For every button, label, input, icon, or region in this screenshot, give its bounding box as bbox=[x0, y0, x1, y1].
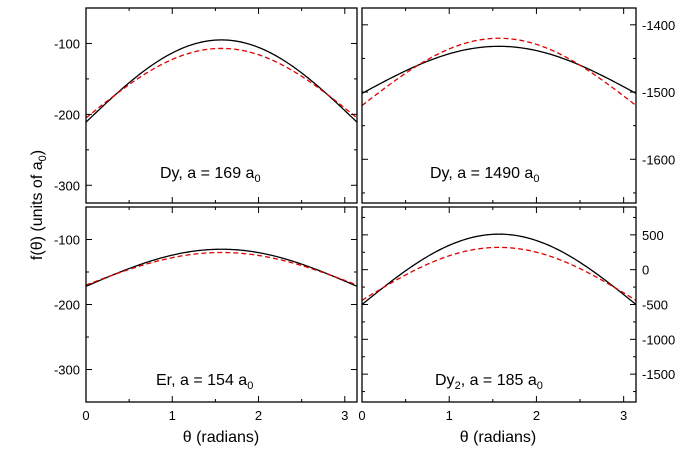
y-axis-label: f(θ) (units of a0) bbox=[29, 150, 49, 260]
y-tick-label: -1500 bbox=[642, 85, 675, 100]
series-line-dashed bbox=[362, 246, 636, 301]
series-line-dashed bbox=[86, 47, 357, 119]
x-tick-label: 3 bbox=[620, 408, 627, 423]
panel-label: Dy, a = 169 a0 bbox=[160, 165, 261, 185]
panel-frame bbox=[361, 7, 637, 204]
x-tick-label: 2 bbox=[533, 408, 540, 423]
y-tick-label: -200 bbox=[54, 298, 80, 313]
y-tick-label: -200 bbox=[54, 107, 80, 122]
x-axis-label-left: θ (radians) bbox=[183, 429, 259, 446]
panel-frame bbox=[85, 7, 358, 204]
y-tick-label: -100 bbox=[54, 233, 80, 248]
y-tick-label: -300 bbox=[54, 363, 80, 378]
panel-label: Dy2, a = 185 a0 bbox=[435, 372, 543, 392]
panel-label: Er, a = 154 a0 bbox=[156, 372, 253, 392]
x-tick-label: 3 bbox=[341, 408, 348, 423]
x-tick-label: 1 bbox=[446, 408, 453, 423]
series-line-dashed bbox=[86, 251, 357, 286]
panel-bottom-right: 0 1 2 3 -1500 -1000 -500 0 500 Dy2, a = 185 a0 bbox=[358, 206, 675, 423]
y-tick-label: -500 bbox=[642, 298, 668, 313]
y-tick-label: -1000 bbox=[642, 332, 675, 347]
series-line-solid bbox=[86, 248, 357, 287]
panel-top-right: -1600 -1500 -1400 Dy, a = 1490 a0 bbox=[361, 7, 675, 204]
y-tick-label: 500 bbox=[642, 228, 664, 243]
x-tick-label: 0 bbox=[358, 408, 365, 423]
series-line-dashed bbox=[362, 37, 636, 107]
y-tick-label: -1400 bbox=[642, 18, 675, 33]
panel-label: Dy, a = 1490 a0 bbox=[430, 165, 539, 185]
y-tick-label: -1500 bbox=[642, 367, 675, 382]
x-tick-label: 1 bbox=[169, 408, 176, 423]
y-tick-label: 0 bbox=[642, 263, 649, 278]
panel-bottom-left: 0 1 2 3 -300 -200 -100 Er, a = 154 a0 bbox=[54, 206, 358, 423]
y-tick-label: -100 bbox=[54, 36, 80, 51]
panel-top-left: -300 -200 -100 Dy, a = 169 a0 bbox=[54, 7, 358, 204]
y-tick-label: -300 bbox=[54, 178, 80, 193]
series-line-solid bbox=[362, 45, 636, 94]
series-line-solid bbox=[86, 39, 357, 123]
series-line-solid bbox=[362, 233, 636, 306]
x-axis-label-right: θ (radians) bbox=[460, 429, 536, 446]
x-tick-label: 0 bbox=[82, 408, 89, 423]
x-tick-label: 2 bbox=[255, 408, 262, 423]
y-tick-label: -1600 bbox=[642, 152, 675, 167]
